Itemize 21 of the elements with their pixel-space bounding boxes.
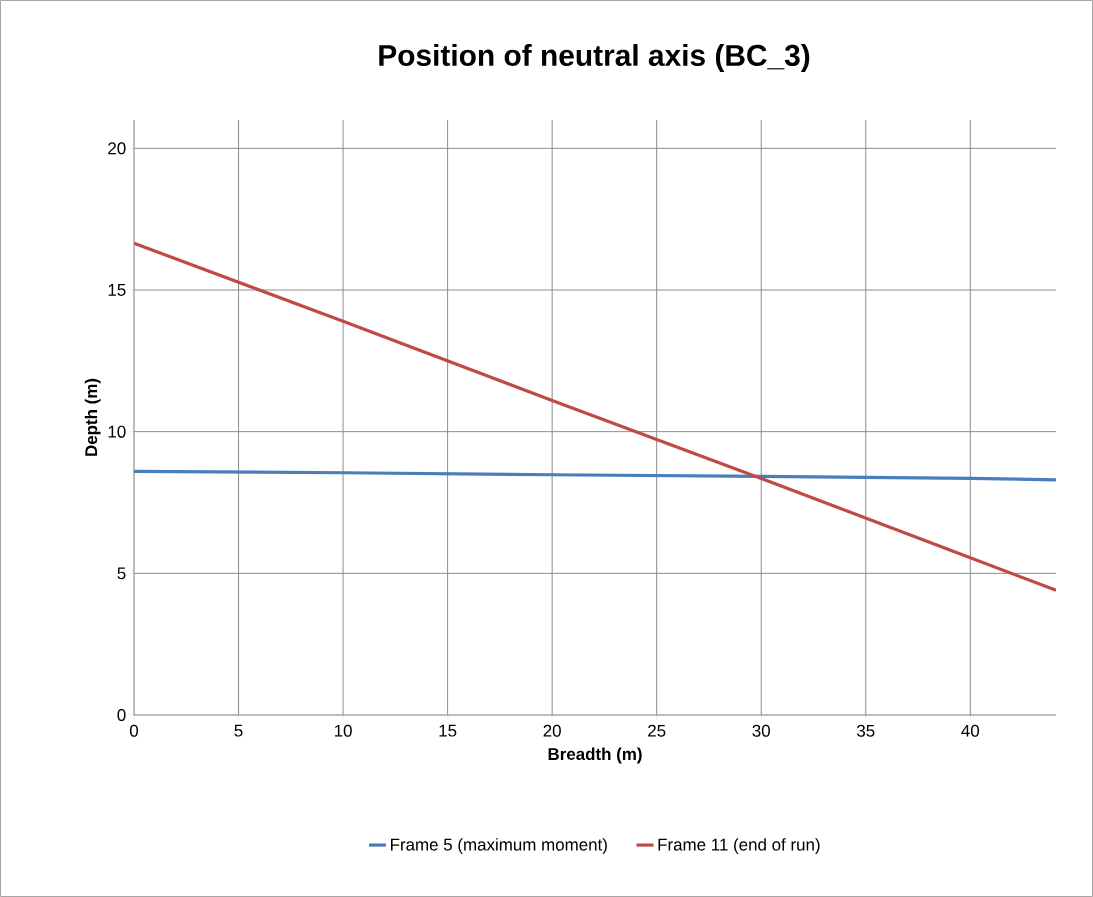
legend-label: Frame 5 (maximum moment)	[391, 838, 607, 854]
x-tick-label: 5	[234, 724, 243, 737]
x-axis-title: Breadth (m)	[548, 747, 642, 764]
x-tick-label: 20	[543, 724, 561, 737]
y-tick-label: 5	[117, 567, 126, 580]
x-tick-label: 15	[439, 724, 457, 737]
y-tick-label: 0	[117, 709, 126, 721]
y-tick-label: 15	[108, 284, 126, 296]
line-series	[134, 241, 1057, 592]
x-tick-label: 30	[752, 724, 770, 737]
x-tick-label: 35	[856, 724, 875, 737]
line-series	[134, 469, 1057, 482]
x-tick-label: 0	[129, 724, 139, 737]
y-tick-label: 20	[108, 142, 126, 155]
chart-title: Position of neutral axis (BC_3)	[379, 44, 810, 72]
y-axis-title: Depth (m)	[84, 378, 101, 456]
x-tick-label: 10	[334, 724, 352, 737]
legend-label: Frame 11 (end of run)	[658, 838, 820, 854]
y-tick-label: 10	[108, 425, 126, 438]
x-tick-label: 40	[961, 724, 980, 737]
x-tick-label: 25	[648, 724, 666, 737]
